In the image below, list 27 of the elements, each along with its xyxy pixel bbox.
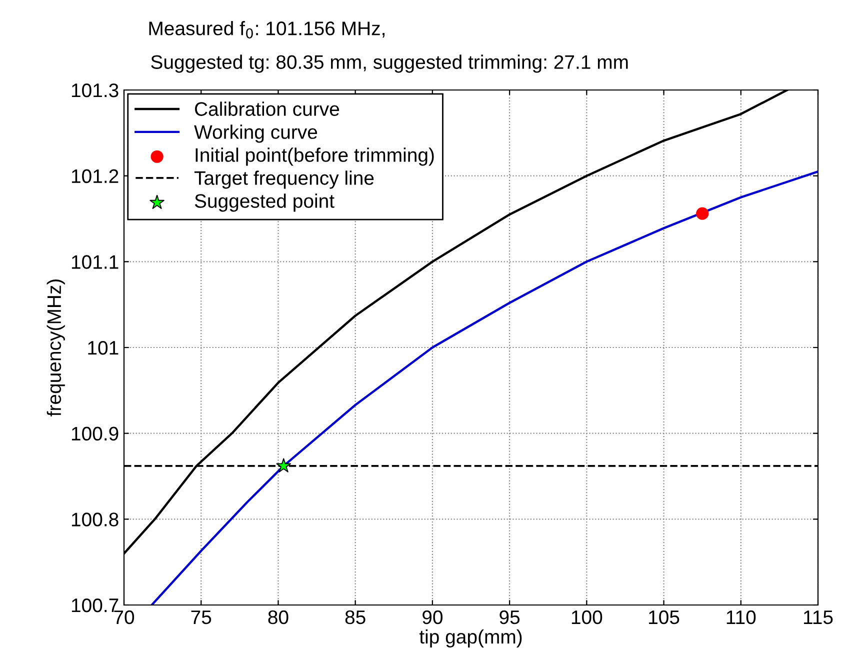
x-tick-label: 80 <box>268 610 288 624</box>
chart-subtitle: Suggested tg: 80.35 mm, suggested trimming: 27.1 mm <box>151 54 628 73</box>
y-tick-label: 100.8 <box>72 512 118 526</box>
chart-title: Measured f$_{0}$: 101.156 MHz, <box>149 21 384 39</box>
y-tick-label: 101.1 <box>72 255 118 269</box>
y-tick-label: 101.2 <box>72 169 118 184</box>
x-tick-label: 70 <box>114 610 134 624</box>
x-tick-label: 100 <box>572 610 602 624</box>
x-tick-label: 95 <box>500 610 520 624</box>
x-tick-label: 75 <box>191 610 212 624</box>
legend-label: Target frequency line <box>194 170 374 189</box>
line-series <box>150 170 818 605</box>
legend-label: Initial point(before trimming) <box>196 148 434 166</box>
x-tick-label: 115 <box>804 610 833 624</box>
y-axis-title: frequency(MHz) <box>46 280 65 416</box>
x-tick-label: 110 <box>726 610 756 624</box>
legend-label: Working curve <box>194 124 318 143</box>
x-tick-label: 90 <box>422 610 442 624</box>
y-tick-label: 101 <box>88 340 118 355</box>
y-tick-label: 101.3 <box>72 83 118 98</box>
x-tick-label: 105 <box>649 610 680 624</box>
y-tick-label: 100.7 <box>72 598 118 612</box>
legend-label: Suggested point <box>194 194 334 212</box>
x-axis-title: tip gap(mm) <box>419 629 522 648</box>
y-tick-label: 100.9 <box>72 426 118 441</box>
x-tick-label: 85 <box>345 610 366 624</box>
legend-label: Calibration curve <box>194 102 340 116</box>
